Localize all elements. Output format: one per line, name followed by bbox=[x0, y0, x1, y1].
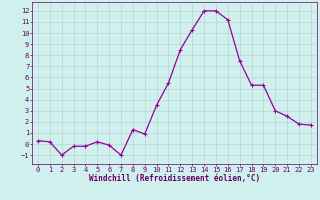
X-axis label: Windchill (Refroidissement éolien,°C): Windchill (Refroidissement éolien,°C) bbox=[89, 174, 260, 183]
